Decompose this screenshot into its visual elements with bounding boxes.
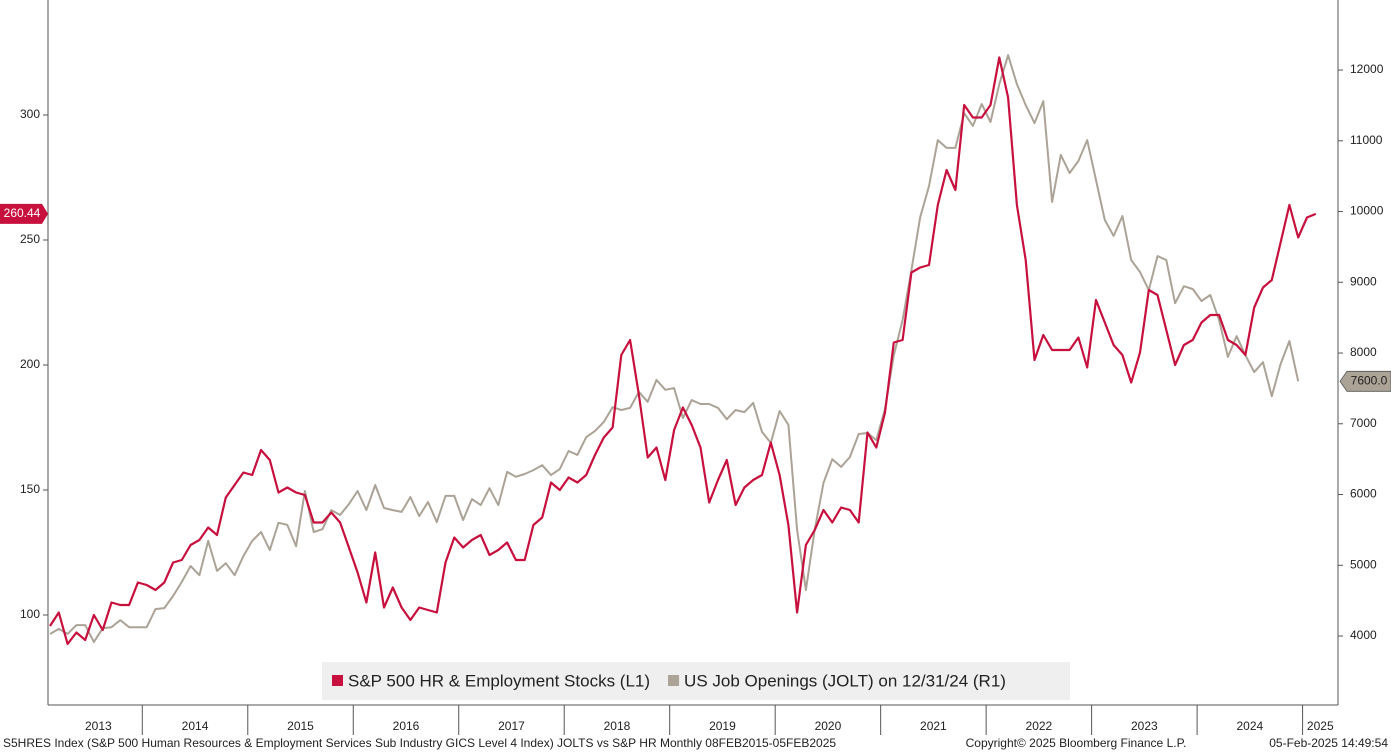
- x-tick-label: 2017: [498, 719, 525, 733]
- legend-swatch: [332, 675, 343, 686]
- x-tick-label: 2021: [920, 719, 947, 733]
- series-line: [49, 54, 1300, 643]
- y2-tick-label: 6000: [1350, 487, 1377, 501]
- y-tick-label: 150: [20, 482, 40, 496]
- y2-tick-label: 11000: [1350, 133, 1383, 147]
- series-line: [49, 56, 1317, 646]
- x-tick-label: 2016: [393, 719, 420, 733]
- legend-label: US Job Openings (JOLT) on 12/31/24 (R1): [684, 671, 1006, 690]
- x-tick-label: 2015: [287, 719, 314, 733]
- footer-timestamp: 05-Feb-2025 14:49:54: [1269, 736, 1388, 750]
- y2-tick-label: 5000: [1350, 557, 1377, 571]
- x-tick-label: 2014: [182, 719, 209, 733]
- y-tick-label: 250: [20, 232, 40, 246]
- legend: S&P 500 HR & Employment Stocks (L1) US Jo…: [322, 662, 1070, 700]
- y2-tick-label: 8000: [1350, 345, 1377, 359]
- last-value-label: 260.44: [4, 206, 41, 220]
- footer-source: S5HRES Index (S&P 500 Human Resources & …: [3, 736, 836, 750]
- x-tick-label: 2022: [1026, 719, 1053, 733]
- y2-tick-label: 4000: [1350, 628, 1377, 642]
- legend-box: [322, 662, 1070, 700]
- x-tick-label: 2024: [1236, 719, 1263, 733]
- x-tick-label: 2023: [1131, 719, 1158, 733]
- last-value-label: 7600.0: [1351, 374, 1388, 388]
- x-tick-label: 2019: [709, 719, 736, 733]
- x-tick-label: 2018: [604, 719, 631, 733]
- y2-tick-label: 12000: [1350, 62, 1384, 76]
- y-tick-label: 300: [20, 107, 40, 121]
- y2-tick-label: 9000: [1350, 274, 1377, 288]
- x-tick-label: 2020: [815, 719, 842, 733]
- x-tick-label: 2013: [85, 719, 112, 733]
- y2-tick-label: 7000: [1350, 416, 1377, 430]
- footer-copyright: Copyright© 2025 Bloomberg Finance L.P.: [966, 736, 1187, 750]
- legend-swatch: [668, 675, 680, 686]
- last-value-badge: [0, 203, 48, 224]
- y2-tick-label: 10000: [1350, 204, 1384, 218]
- y-tick-label: 100: [20, 607, 40, 621]
- x-tick-label: 2025: [1307, 719, 1334, 733]
- last-value-badge: [1339, 370, 1391, 392]
- y-tick-label: 200: [20, 357, 40, 371]
- legend-label: S&P 500 HR & Employment Stocks (L1): [348, 671, 650, 690]
